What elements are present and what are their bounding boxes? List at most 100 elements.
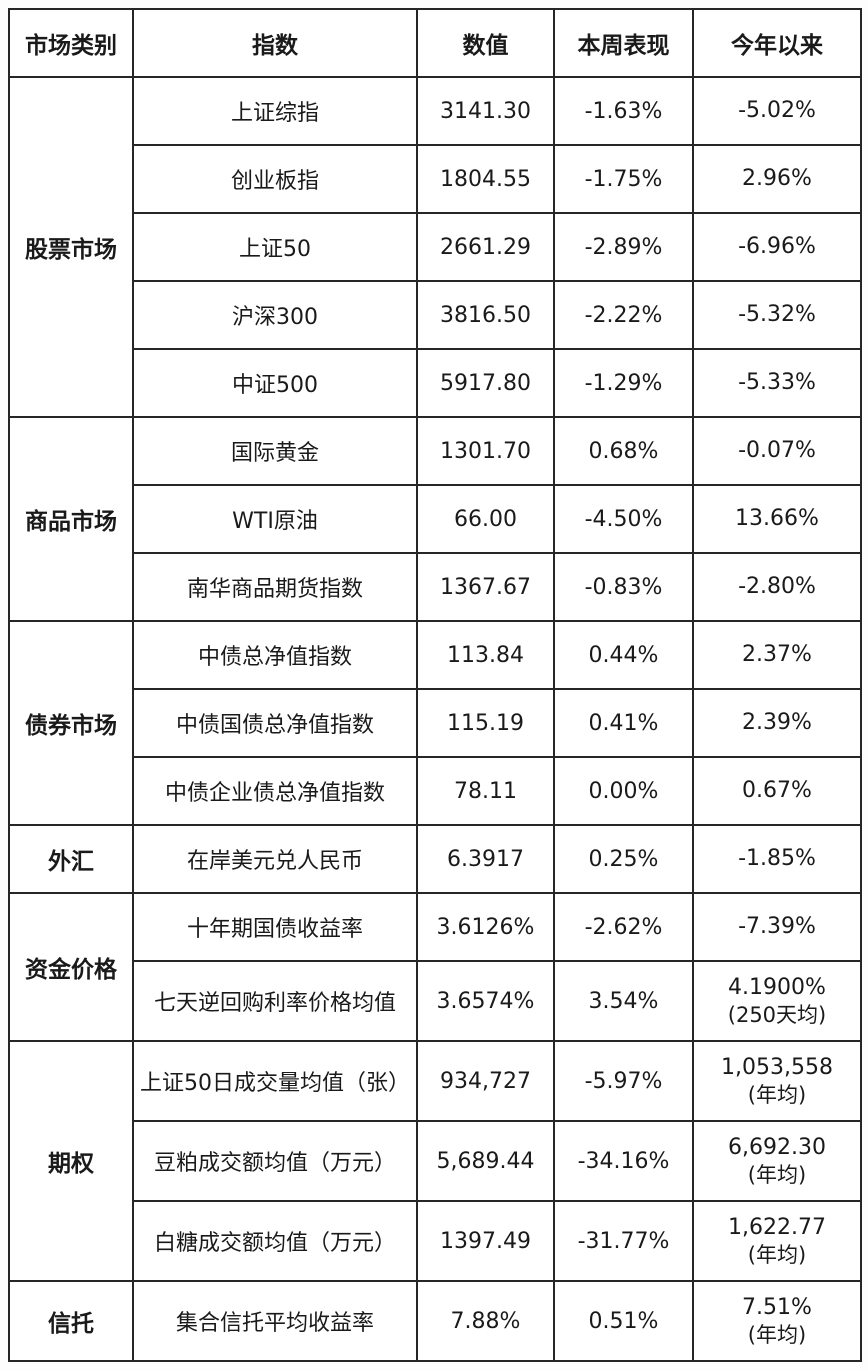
cell-year-to-date: -6.96% <box>692 212 862 282</box>
cell-value: 1804.55 <box>416 144 555 214</box>
cell-year-to-date: -1.85% <box>692 824 862 894</box>
cell-week-performance: -5.97% <box>553 1040 694 1122</box>
table-row: 上证50 2661.29 -2.89% -6.96% <box>9 212 862 282</box>
cell-week-performance: -0.83% <box>553 552 694 622</box>
cell-week-performance: -2.89% <box>553 212 694 282</box>
ytd-note: (年均) <box>747 1242 807 1267</box>
ytd-note: (250天均) <box>727 1002 827 1027</box>
cell-value: 78.11 <box>416 756 555 826</box>
column-header-week-performance: 本周表现 <box>553 8 694 78</box>
ytd-value: 4.1900% <box>728 975 826 1001</box>
cell-week-performance: 0.41% <box>553 688 694 758</box>
table-row: 股票市场 上证综指 3141.30 -1.63% -5.02% <box>8 76 862 418</box>
table-header: 市场类别 指数 数值 本周表现 今年以来 <box>8 8 862 78</box>
ytd-value: -1.85% <box>738 846 816 872</box>
column-header-index: 指数 <box>132 8 418 78</box>
category-cell: 资金价格 <box>8 892 134 1042</box>
category-cell: 债券市场 <box>8 620 134 826</box>
cell-year-to-date: 1,053,558 (年均) <box>692 1040 862 1122</box>
cell-index-name: 沪深300 <box>132 280 418 350</box>
table-row: 创业板指 1804.55 -1.75% 2.96% <box>9 144 862 214</box>
cell-year-to-date: -5.32% <box>692 280 862 350</box>
cell-year-to-date: -7.39% <box>692 892 862 962</box>
cell-week-performance: -2.22% <box>553 280 694 350</box>
cell-index-name: 在岸美元兑人民币 <box>132 824 418 894</box>
cell-year-to-date: 4.1900% (250天均) <box>692 960 862 1042</box>
category-cell: 期权 <box>8 1040 134 1282</box>
cell-value: 5917.80 <box>416 348 555 418</box>
ytd-value: -2.80% <box>738 574 816 600</box>
cell-index-name: 白糖成交额均值（万元） <box>132 1200 418 1282</box>
cell-year-to-date: -2.80% <box>692 552 862 622</box>
cell-week-performance: -1.29% <box>553 348 694 418</box>
cell-week-performance: -1.63% <box>553 76 694 146</box>
cell-week-performance: -31.77% <box>553 1200 694 1282</box>
cell-year-to-date: -0.07% <box>692 416 862 486</box>
ytd-value: -6.96% <box>738 234 816 260</box>
table-row: 外汇 在岸美元兑人民币 6.3917 0.25% -1.85% <box>8 824 862 894</box>
ytd-note: (年均) <box>747 1082 807 1107</box>
cell-value: 3816.50 <box>416 280 555 350</box>
market-summary-table: 市场类别 指数 数值 本周表现 今年以来 股票市场 上证综指 3141.30 -1.6… <box>8 8 862 1362</box>
cell-index-name: WTI原油 <box>132 484 418 554</box>
cell-year-to-date: 1,622.77 (年均) <box>692 1200 862 1282</box>
cell-index-name: 南华商品期货指数 <box>132 552 418 622</box>
cell-week-performance: -1.75% <box>553 144 694 214</box>
cell-value: 3.6126% <box>416 892 555 962</box>
cell-value: 1397.49 <box>416 1200 555 1282</box>
cell-value: 66.00 <box>416 484 555 554</box>
table-row: 豆粕成交额均值（万元） 5,689.44 -34.16% 6,692.30 (年均) <box>9 1120 862 1202</box>
cell-week-performance: -34.16% <box>553 1120 694 1202</box>
cell-value: 7.88% <box>416 1280 555 1362</box>
cell-week-performance: -2.62% <box>553 892 694 962</box>
table-row: 七天逆回购利率价格均值 3.6574% 3.54% 4.1900% (250天均) <box>9 960 862 1042</box>
cell-value: 113.84 <box>416 620 555 690</box>
cell-week-performance: 0.68% <box>553 416 694 486</box>
cell-week-performance: 0.51% <box>553 1280 694 1362</box>
table-row: 沪深300 3816.50 -2.22% -5.32% <box>9 280 862 350</box>
ytd-value: 2.96% <box>742 166 812 192</box>
ytd-value: -0.07% <box>738 438 816 464</box>
column-header-market-category: 市场类别 <box>8 8 134 78</box>
table-row: 白糖成交额均值（万元） 1397.49 -31.77% 1,622.77 (年均) <box>9 1200 862 1282</box>
column-header-year-to-date: 今年以来 <box>692 8 862 78</box>
header-row: 市场类别 指数 数值 本周表现 今年以来 <box>8 8 862 78</box>
table-row: 中债国债总净值指数 115.19 0.41% 2.39% <box>9 688 862 758</box>
ytd-value: 2.37% <box>742 642 812 668</box>
cell-value: 2661.29 <box>416 212 555 282</box>
cell-year-to-date: 2.39% <box>692 688 862 758</box>
table-row: WTI原油 66.00 -4.50% 13.66% <box>9 484 862 554</box>
cell-year-to-date: 2.96% <box>692 144 862 214</box>
table-row: 南华商品期货指数 1367.67 -0.83% -2.80% <box>9 552 862 622</box>
cell-value: 1301.70 <box>416 416 555 486</box>
ytd-value: 13.66% <box>735 506 819 532</box>
cell-year-to-date: -5.02% <box>692 76 862 146</box>
cell-week-performance: 0.44% <box>553 620 694 690</box>
table-row: 中债企业债总净值指数 78.11 0.00% 0.67% <box>9 756 862 826</box>
cell-week-performance: 0.25% <box>553 824 694 894</box>
ytd-value: 0.67% <box>742 778 812 804</box>
table-row: 信托 集合信托平均收益率 7.88% 0.51% 7.51% (年均) <box>8 1280 862 1362</box>
cell-index-name: 国际黄金 <box>132 416 418 486</box>
ytd-note: (年均) <box>747 1322 807 1347</box>
cell-index-name: 中债企业债总净值指数 <box>132 756 418 826</box>
cell-index-name: 创业板指 <box>132 144 418 214</box>
ytd-value: -7.39% <box>738 914 816 940</box>
cell-index-name: 中债总净值指数 <box>132 620 418 690</box>
cell-value: 934,727 <box>416 1040 555 1122</box>
cell-value: 115.19 <box>416 688 555 758</box>
category-cell: 股票市场 <box>8 76 134 418</box>
cell-value: 6.3917 <box>416 824 555 894</box>
cell-index-name: 七天逆回购利率价格均值 <box>132 960 418 1042</box>
ytd-value: 2.39% <box>742 710 812 736</box>
cell-index-name: 上证50 <box>132 212 418 282</box>
table-body: 股票市场 上证综指 3141.30 -1.63% -5.02% 创业板指 1804.55 -1… <box>8 76 862 1362</box>
cell-year-to-date: 7.51% (年均) <box>692 1280 862 1362</box>
cell-value: 1367.67 <box>416 552 555 622</box>
table-row: 债券市场 中债总净值指数 113.84 0.44% 2.37% <box>8 620 862 826</box>
cell-index-name: 集合信托平均收益率 <box>132 1280 418 1362</box>
cell-year-to-date: 6,692.30 (年均) <box>692 1120 862 1202</box>
category-cell: 外汇 <box>8 824 134 894</box>
table-row: 中证500 5917.80 -1.29% -5.33% <box>9 348 862 418</box>
